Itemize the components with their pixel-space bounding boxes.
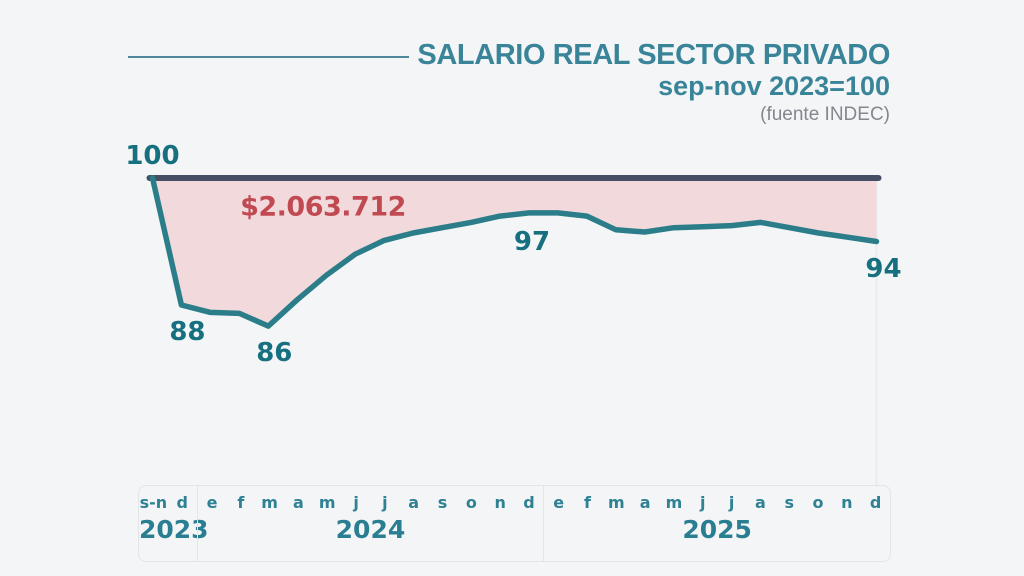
title-rule bbox=[128, 56, 409, 58]
chart-source: (fuente INDEC) bbox=[760, 104, 890, 126]
chart-title: SALARIO REAL SECTOR PRIVADO bbox=[417, 39, 890, 71]
x-axis-month-label: m bbox=[261, 493, 278, 512]
x-axis-month-row: s-n d bbox=[139, 486, 197, 512]
x-axis-month-label: s-n bbox=[139, 493, 168, 512]
x-axis-month-label: j bbox=[353, 493, 359, 512]
x-axis-month-label: f bbox=[237, 493, 245, 512]
x-axis-year-label: 2023 bbox=[139, 515, 209, 544]
x-axis: s-n d 2023 e f m a m j j a s o n d 2024 e f m a m j j a s o n d 2025 bbox=[138, 485, 891, 562]
x-axis-month-label: d bbox=[176, 493, 188, 512]
x-axis-year-group: e f m a m j j a s o n d 2025 bbox=[543, 486, 890, 561]
x-axis-month-label: m bbox=[318, 493, 336, 512]
x-axis-month-label: e bbox=[553, 493, 565, 512]
x-axis-year-group: e f m a m j j a s o n d 2024 bbox=[196, 486, 544, 561]
x-axis-year-label: 2024 bbox=[335, 515, 406, 544]
chart-subtitle: sep-nov 2023=100 bbox=[658, 71, 890, 101]
x-axis-month-label: n bbox=[494, 493, 506, 512]
x-axis-month-label: o bbox=[812, 493, 824, 512]
x-axis-month-label: n bbox=[841, 493, 853, 512]
x-axis-month-label: o bbox=[465, 493, 477, 512]
x-axis-month-label: j bbox=[700, 493, 706, 512]
chart-header: SALARIO REAL SECTOR PRIVADO sep-nov 2023… bbox=[417, 41, 890, 126]
wage-gap-area bbox=[152, 178, 877, 327]
x-axis-month-label: a bbox=[754, 493, 766, 512]
x-axis-month-label: m bbox=[665, 493, 683, 512]
x-axis-month-label: j bbox=[728, 493, 735, 512]
x-axis-month-label: j bbox=[382, 493, 388, 512]
x-axis-month-label: s bbox=[437, 493, 448, 512]
x-axis-year-group: s-n d 2023 bbox=[139, 486, 209, 561]
x-axis-month-label: s bbox=[784, 493, 794, 512]
x-axis-year-label: 2025 bbox=[682, 515, 752, 544]
x-axis-month-label: m bbox=[607, 493, 625, 512]
x-axis-month-label: a bbox=[408, 493, 420, 512]
real-wage-series-line bbox=[149, 175, 880, 329]
x-axis-month-label: d bbox=[869, 493, 882, 512]
x-axis-month-label: d bbox=[523, 493, 535, 512]
x-axis-month-label: e bbox=[206, 493, 218, 512]
x-axis-month-label: f bbox=[584, 493, 591, 512]
x-axis-month-label: a bbox=[293, 493, 304, 512]
x-axis-month-label: a bbox=[639, 493, 651, 512]
